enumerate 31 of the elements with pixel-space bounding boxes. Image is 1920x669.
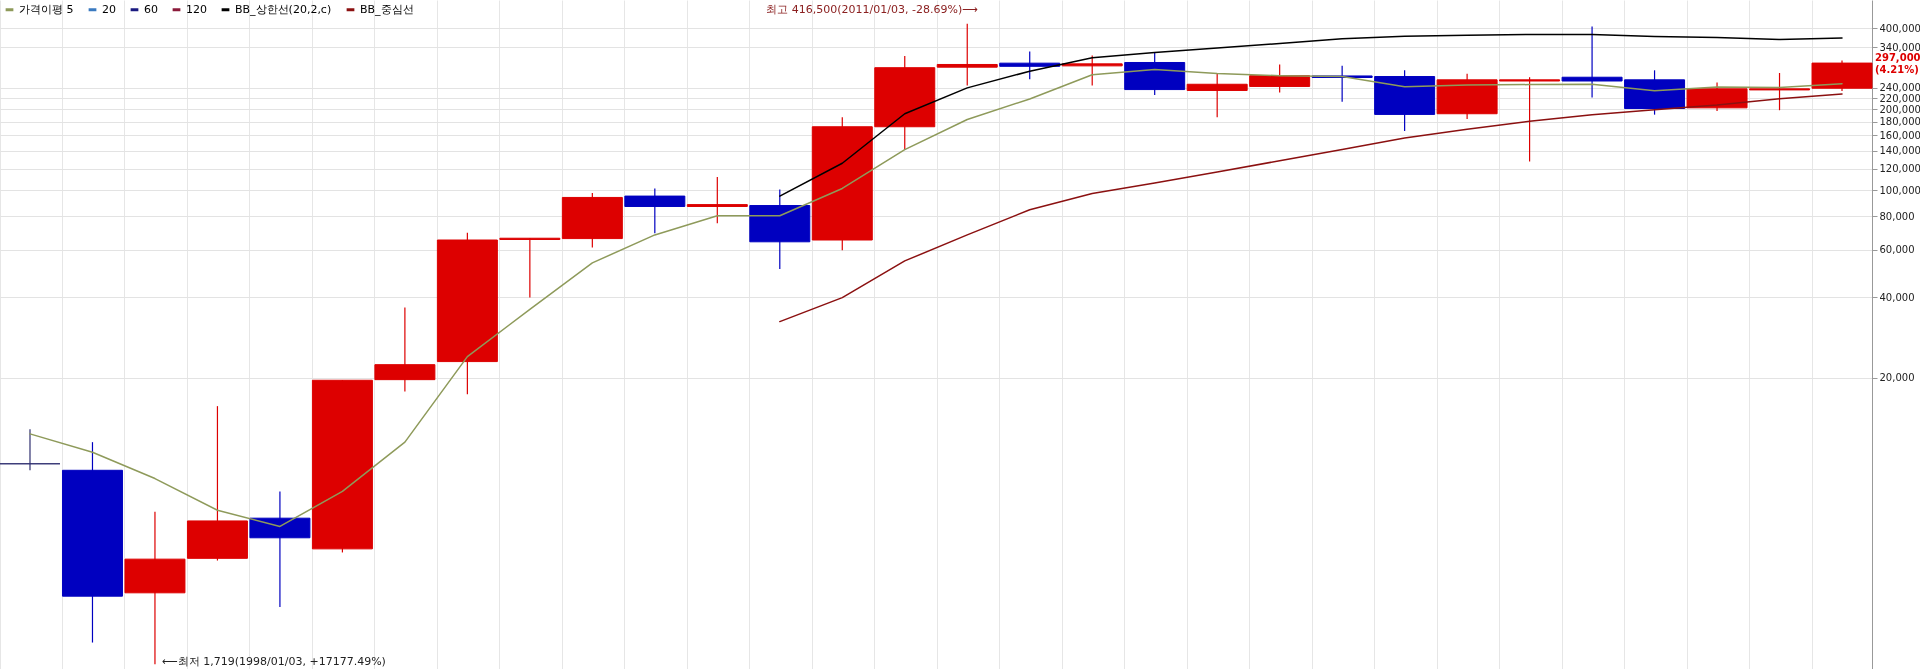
legend-label: BB_중심선: [360, 2, 414, 16]
y-tick-label: 20,000: [1879, 372, 1915, 384]
y-tick-label: 140,000: [1879, 145, 1920, 157]
legend-label: 20: [102, 2, 116, 16]
y-tick-label: 160,000: [1879, 129, 1920, 141]
annotation: ⟵최저 1,719(1998/01/03, +17177.49%): [162, 655, 386, 668]
line-series: [779, 33, 1843, 197]
y-tick-label: 220,000: [1879, 92, 1920, 104]
text: 297,000 (4.21%): [1875, 52, 1920, 75]
y-tick-label: 200,000: [1879, 103, 1920, 115]
line-series: [29, 68, 1843, 528]
line-series: [779, 93, 1843, 323]
annotation: 최고 416,500(2011/01/03, -28.69%)⟶: [766, 3, 979, 16]
candlestick: [999, 50, 1061, 80]
y-tick-label: 240,000: [1879, 82, 1920, 94]
candlestick: [0, 428, 61, 471]
legend-label: 120: [186, 2, 207, 16]
y-tick-label: 40,000: [1879, 291, 1915, 303]
legend-label: BB_상한선(20,2,c): [235, 2, 332, 16]
legend-label: 가격이평 5: [19, 2, 74, 16]
legend-label: 60: [144, 2, 158, 16]
candlestick: [686, 176, 748, 224]
candlestick: [936, 23, 998, 87]
y-tick-label: 100,000: [1879, 184, 1920, 196]
y-tick-label: 60,000: [1879, 244, 1915, 256]
y-tick-label: 120,000: [1879, 163, 1920, 175]
y-tick-label: 180,000: [1879, 116, 1920, 128]
y-tick-label: 80,000: [1879, 210, 1915, 222]
y-tick-label: 340,000: [1879, 41, 1920, 53]
candlestick: [1061, 54, 1123, 87]
y-tick-label: 400,000: [1879, 22, 1920, 34]
